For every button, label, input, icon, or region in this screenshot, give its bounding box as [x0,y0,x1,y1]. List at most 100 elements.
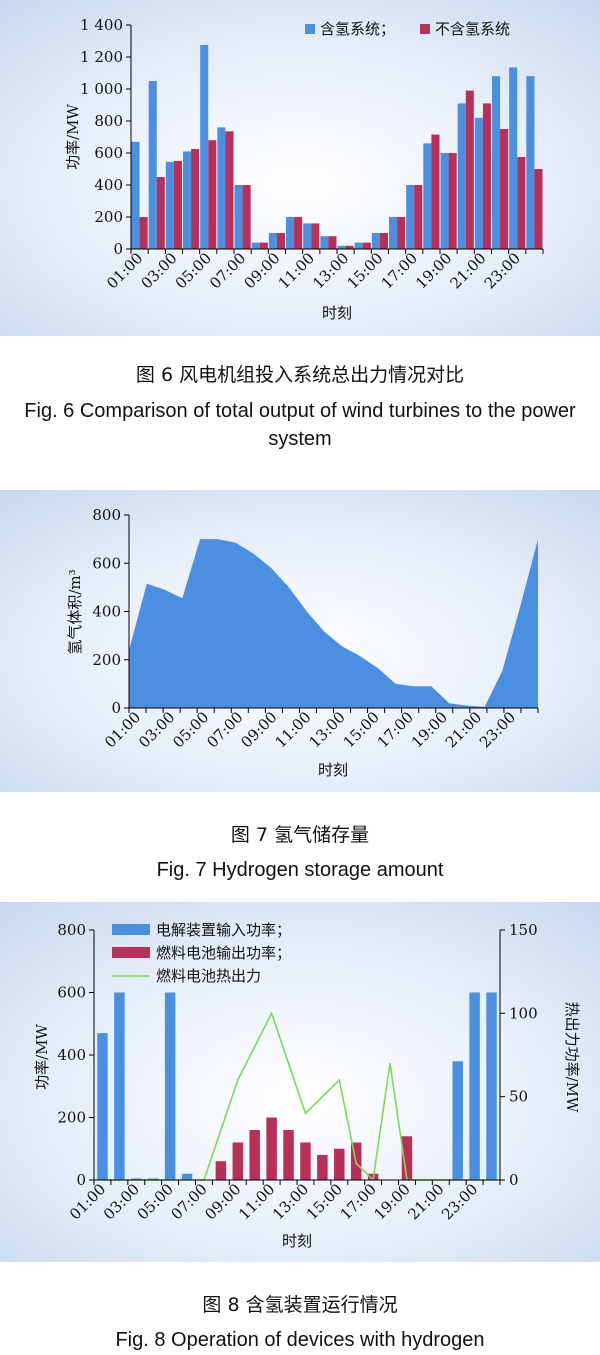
bar-without-hydrogen [328,236,337,249]
y-tick-label: 400 [92,603,121,621]
bar-with-hydrogen [217,127,226,249]
bar-with-hydrogen [183,151,192,249]
bar-with-hydrogen [286,217,295,249]
fig8-caption-cn: 图 8 含氢装置运行情况 [202,1294,398,1316]
y-tick-label-right: 150 [509,921,538,939]
bar-electrolyzer-input [164,992,176,1180]
bar-without-hydrogen [225,131,234,249]
bar-without-hydrogen [139,217,148,249]
x-axis-title: 时刻 [322,304,352,322]
bar-fuel-cell-output [300,1142,311,1180]
bar-without-hydrogen [345,245,354,249]
fig8-combo-chart: 020040060080005010015001:0003:0005:0007:… [0,902,600,1262]
bar-without-hydrogen [259,242,268,249]
bar-with-hydrogen [303,223,312,249]
bar-fuel-cell-output [266,1117,277,1180]
y-tick-label: 0 [111,699,121,717]
bar-without-hydrogen [414,185,423,249]
bar-with-hydrogen [268,233,277,249]
hydrogen-volume-area [129,539,538,708]
bar-with-hydrogen [234,185,243,249]
fig7-caption-en: Fig. 7 Hydrogen storage amount [156,859,444,881]
legend-label-heat: 燃料电池热出力 [156,967,261,985]
bar-without-hydrogen [173,161,182,249]
legend-label-electrolyzer: 电解装置输入功率； [156,921,291,939]
bar-fuel-cell-output [249,1130,260,1180]
fig8-panel: 0 200 400 600 800 0 50 100 150 01:00 03:00 05:00 07:… [0,902,600,1262]
bar-fuel-cell-output [215,1161,227,1180]
fig7-area-chart: 020040060080001:0003:0005:0007:0009:0011… [0,490,600,792]
y-axis-title: 氢气体积/m³ [66,569,84,654]
bar-with-hydrogen [320,236,329,249]
fig7-panel: 0 200 400 600 800 01:00 03:00 05:00 07:00 09:00 11… [0,490,600,792]
fig7-caption-cn: 图 7 氢气储存量 [230,824,370,846]
bar-with-hydrogen [509,67,518,250]
y-tick-label-right: 0 [509,1171,519,1189]
legend-swatch-without-hydrogen [420,24,430,34]
y-tick-label: 0 [113,240,123,258]
bar-without-hydrogen [191,149,200,249]
y-tick-label: 400 [94,176,123,194]
legend-label-without-hydrogen: 不含氢系统 [435,20,510,38]
bar-with-hydrogen [474,117,483,249]
bar-without-hydrogen [208,140,217,249]
fig6-panel: 0 200 400 600 800 1 000 1 200 1 400 01:00 03:00 05… [0,0,600,336]
legend-swatch-with-hydrogen [305,24,315,34]
bar-with-hydrogen [389,217,398,249]
bar-with-hydrogen [200,45,209,249]
x-axis-title: 时刻 [282,1232,312,1250]
bar-electrolyzer-input [114,992,125,1180]
bar-fuel-cell-output [334,1148,345,1180]
bar-without-hydrogen [517,157,526,249]
bar-electrolyzer-input [486,992,497,1180]
bar-with-hydrogen [526,76,535,249]
y-tick-label-left: 400 [57,1046,86,1064]
bar-electrolyzer-input [469,992,480,1180]
bar-with-hydrogen [131,141,140,249]
bar-with-hydrogen [371,233,380,249]
bar-electrolyzer-input [181,1173,193,1180]
legend-swatch-fuel-cell [112,947,150,958]
legend-label-fuel-cell: 燃料电池输出功率； [156,944,291,962]
y-tick-label-left: 800 [57,921,86,939]
bar-without-hydrogen [362,242,371,249]
y-tick-label: 200 [94,208,123,226]
bar-with-hydrogen [423,143,432,249]
bar-without-hydrogen [294,217,303,249]
y-tick-label: 800 [92,506,121,524]
bar-with-hydrogen [492,76,501,249]
bar-without-hydrogen [500,129,509,249]
y-tick-label-left: 0 [76,1171,86,1189]
bar-with-hydrogen [440,153,449,249]
bar-with-hydrogen [165,161,174,249]
y-tick-label-left: 200 [57,1109,86,1127]
bar-with-hydrogen [406,185,415,249]
bar-fuel-cell-output [317,1155,328,1180]
bar-without-hydrogen [379,233,388,249]
legend-swatch-electrolyzer [112,924,150,935]
y-axis-title: 功率/MW [64,104,82,170]
bar-with-hydrogen [251,242,260,249]
y-tick-label: 1 000 [80,80,123,98]
y-tick-label: 600 [94,144,123,162]
bar-without-hydrogen [465,90,474,249]
y-tick-label: 200 [92,651,121,669]
y-axis-title-right: 热出力功率/MW [563,1002,581,1113]
bar-with-hydrogen [457,103,466,250]
fig6-caption-en: Fig. 6 Comparison of total output of win… [24,400,576,450]
bar-without-hydrogen [482,103,491,250]
bar-without-hydrogen [448,153,457,249]
y-tick-label: 600 [92,554,121,572]
bar-electrolyzer-input [97,1033,108,1180]
y-tick-label: 1 200 [80,48,123,66]
bar-without-hydrogen [242,185,251,249]
bar-with-hydrogen [148,81,157,249]
bar-without-hydrogen [311,223,320,249]
y-tick-label-left: 600 [57,984,86,1002]
bar-fuel-cell-output [232,1142,244,1180]
bar-without-hydrogen [431,134,440,249]
y-tick-label-right: 100 [509,1004,538,1022]
y-tick-label: 800 [94,112,123,130]
y-tick-label-right: 50 [509,1088,528,1106]
